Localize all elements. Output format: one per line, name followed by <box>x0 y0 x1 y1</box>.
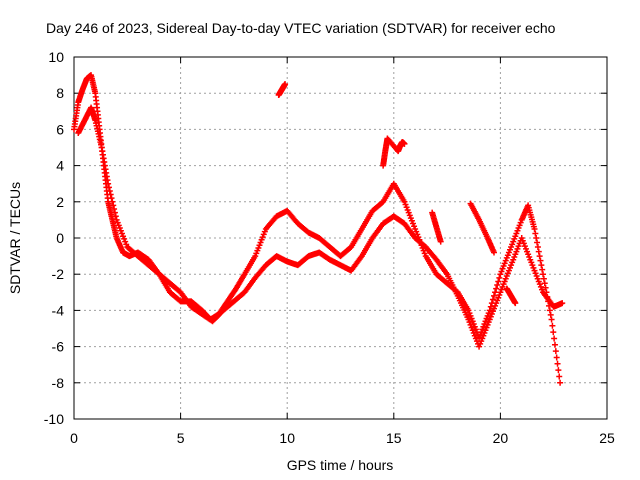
interp-point-lower-band <box>108 195 115 202</box>
interp-point-main <box>494 282 501 289</box>
interp-point-lower-band <box>110 202 117 209</box>
x-tick-label: 10 <box>279 430 295 446</box>
interp-point-main <box>553 354 560 361</box>
x-tick-label: 5 <box>177 430 185 446</box>
interp-point-main <box>491 292 498 299</box>
interp-point-main <box>550 329 557 336</box>
interp-point-main <box>496 274 503 281</box>
y-tick-label: -4 <box>52 302 65 318</box>
interp-point-main <box>552 348 559 355</box>
y-tick-label: -2 <box>52 266 65 282</box>
interp-point-main <box>534 244 541 251</box>
axis-ticks: 0 5 10 15 20 25 -10 -8 -6 -4 -2 0 2 4 6 8 10 <box>44 49 615 446</box>
y-tick-label: -10 <box>44 411 64 427</box>
interp-point-lower-band <box>105 184 112 191</box>
y-tick-label: 6 <box>56 121 64 137</box>
interp-point-main <box>533 235 540 241</box>
point-main <box>540 271 547 278</box>
interp-point-lower-band <box>111 206 118 213</box>
interp-point-main <box>538 262 545 269</box>
interp-point-main <box>551 341 558 348</box>
interp-point-lower-band <box>106 187 113 194</box>
x-tick-label: 0 <box>70 430 78 446</box>
point-lower-band <box>559 300 566 307</box>
y-tick-label: 4 <box>56 158 64 174</box>
interp-point-main <box>556 373 563 380</box>
y-tick-label: -6 <box>52 339 65 355</box>
interp-point-main <box>537 257 544 264</box>
x-tick-label: 15 <box>386 430 402 446</box>
point-main <box>486 307 493 314</box>
interp-point-main <box>555 367 562 374</box>
y-tick-label: 8 <box>56 85 64 101</box>
x-axis-label: GPS time / hours <box>287 457 394 473</box>
interp-point-main <box>534 239 541 246</box>
point-upper-segments <box>282 81 289 88</box>
interp-point-lower-band <box>111 209 118 216</box>
interp-point-main <box>547 311 554 318</box>
interp-point-main <box>492 289 499 296</box>
point-main <box>531 225 538 232</box>
interp-point-main <box>536 253 543 260</box>
interp-point-main <box>539 266 546 273</box>
interp-point-lower-band <box>109 198 116 205</box>
interp-point-main <box>495 278 502 285</box>
interp-point-main <box>535 248 542 255</box>
point-main <box>557 379 564 386</box>
y-tick-label: 0 <box>56 230 64 246</box>
interp-point-main <box>540 275 547 282</box>
grid <box>74 57 607 419</box>
x-tick-label: 25 <box>599 430 615 446</box>
x-tick-label: 20 <box>493 430 509 446</box>
y-tick-label: -8 <box>52 375 65 391</box>
point-upper-segments <box>401 140 408 147</box>
point-main <box>548 316 555 323</box>
interp-point-main <box>549 322 556 329</box>
y-tick-label: 10 <box>48 49 64 65</box>
point-upper-segments <box>491 249 498 256</box>
interp-point-main <box>541 280 548 287</box>
point-upper-segments <box>437 238 444 245</box>
interp-point-main <box>546 307 553 314</box>
chart-title: Day 246 of 2023, Sidereal Day-to-day VTE… <box>46 20 556 36</box>
interp-point-main <box>554 360 561 367</box>
point-upper-segments <box>512 300 519 307</box>
interp-point-main <box>493 285 500 292</box>
data-marks <box>71 72 566 386</box>
interp-point-lower-band <box>107 191 114 198</box>
interp-point-lower-band <box>112 213 119 220</box>
interp-point-main <box>489 296 496 303</box>
point-lower-band <box>105 180 112 187</box>
interp-point-main <box>487 303 494 310</box>
y-tick-label: 2 <box>56 194 64 210</box>
y-axis-label: SDTVAR / TECUs <box>7 182 23 294</box>
interp-point-main <box>532 230 539 237</box>
interp-point-main <box>551 335 558 342</box>
interp-point-main <box>542 284 549 291</box>
